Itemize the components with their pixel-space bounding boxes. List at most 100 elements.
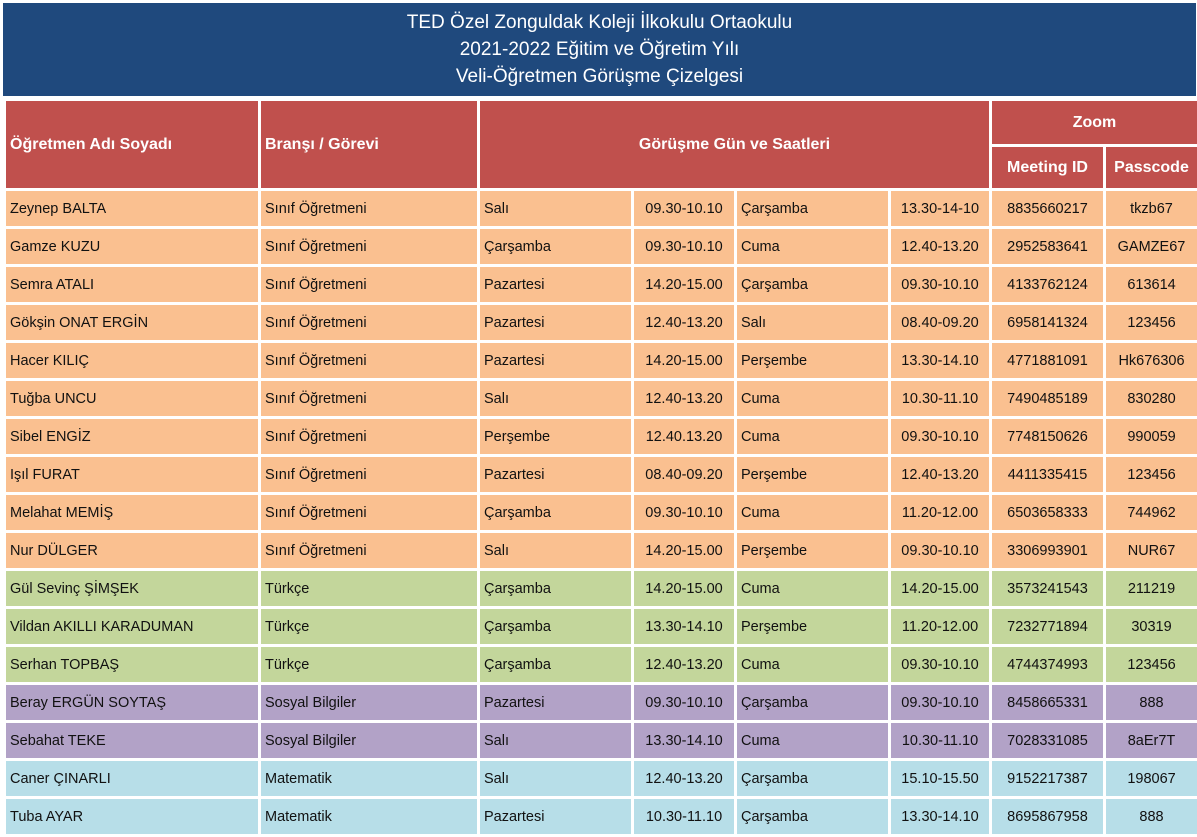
first-time-cell: 14.20-15.00 (633, 570, 736, 608)
second-time-cell: 10.30-11.10 (890, 722, 991, 760)
first-day-cell: Perşembe (479, 418, 633, 456)
first-time-cell: 12.40-13.20 (633, 380, 736, 418)
branch-cell: Sınıf Öğretmeni (260, 456, 479, 494)
teacher-name-cell: Semra ATALI (5, 266, 260, 304)
meeting-id-cell: 9152217387 (991, 760, 1105, 798)
first-time-cell: 09.30-10.10 (633, 494, 736, 532)
second-time-cell: 15.10-15.50 (890, 760, 991, 798)
second-time-cell: 13.30-14.10 (890, 342, 991, 380)
first-day-cell: Salı (479, 380, 633, 418)
first-day-cell: Çarşamba (479, 228, 633, 266)
second-day-cell: Çarşamba (736, 760, 890, 798)
branch-cell: Sınıf Öğretmeni (260, 418, 479, 456)
passcode-cell: 613614 (1105, 266, 1197, 304)
meeting-id-cell: 6503658333 (991, 494, 1105, 532)
branch-cell: Sınıf Öğretmeni (260, 380, 479, 418)
second-day-cell: Cuma (736, 646, 890, 684)
first-day-cell: Salı (479, 722, 633, 760)
teacher-name-cell: Sebahat TEKE (5, 722, 260, 760)
teacher-name-cell: Gamze KUZU (5, 228, 260, 266)
meeting-id-cell: 8835660217 (991, 190, 1105, 228)
header-zoom: Zoom (991, 100, 1197, 146)
second-day-cell: Perşembe (736, 342, 890, 380)
first-time-cell: 12.40-13.20 (633, 304, 736, 342)
passcode-cell: 30319 (1105, 608, 1197, 646)
meeting-id-cell: 7748150626 (991, 418, 1105, 456)
branch-cell: Türkçe (260, 608, 479, 646)
second-time-cell: 09.30-10.10 (890, 418, 991, 456)
first-day-cell: Salı (479, 760, 633, 798)
first-time-cell: 14.20-15.00 (633, 532, 736, 570)
first-day-cell: Pazartesi (479, 342, 633, 380)
branch-cell: Sınıf Öğretmeni (260, 342, 479, 380)
first-time-cell: 09.30-10.10 (633, 190, 736, 228)
first-time-cell: 12.40-13.20 (633, 760, 736, 798)
teacher-name-cell: Nur DÜLGER (5, 532, 260, 570)
second-time-cell: 12.40-13.20 (890, 456, 991, 494)
meeting-id-cell: 7490485189 (991, 380, 1105, 418)
first-time-cell: 14.20-15.00 (633, 266, 736, 304)
teacher-name-cell: Işıl FURAT (5, 456, 260, 494)
branch-cell: Sınıf Öğretmeni (260, 266, 479, 304)
header-branch: Branşı / Görevi (260, 100, 479, 190)
passcode-cell: 8aEr7T (1105, 722, 1197, 760)
second-day-cell: Cuma (736, 228, 890, 266)
branch-cell: Matematik (260, 760, 479, 798)
meeting-id-cell: 4771881091 (991, 342, 1105, 380)
passcode-cell: Hk676306 (1105, 342, 1197, 380)
teacher-name-cell: Caner ÇINARLI (5, 760, 260, 798)
passcode-cell: 123456 (1105, 646, 1197, 684)
first-day-cell: Pazartesi (479, 266, 633, 304)
first-time-cell: 08.40-09.20 (633, 456, 736, 494)
academic-year-title: 2021-2022 Eğitim ve Öğretim Yılı (3, 36, 1196, 63)
header-meeting-schedule: Görüşme Gün ve Saatleri (479, 100, 991, 190)
first-time-cell: 13.30-14.10 (633, 722, 736, 760)
first-day-cell: Pazartesi (479, 304, 633, 342)
second-time-cell: 08.40-09.20 (890, 304, 991, 342)
first-time-cell: 09.30-10.10 (633, 228, 736, 266)
meeting-id-cell: 6958141324 (991, 304, 1105, 342)
branch-cell: Sınıf Öğretmeni (260, 494, 479, 532)
teacher-name-cell: Zeynep BALTA (5, 190, 260, 228)
first-time-cell: 13.30-14.10 (633, 608, 736, 646)
first-time-cell: 12.40-13.20 (633, 646, 736, 684)
second-time-cell: 09.30-10.10 (890, 532, 991, 570)
first-day-cell: Çarşamba (479, 646, 633, 684)
teacher-name-cell: Vildan AKILLI KARADUMAN (5, 608, 260, 646)
second-day-cell: Perşembe (736, 532, 890, 570)
first-day-cell: Çarşamba (479, 608, 633, 646)
second-day-cell: Çarşamba (736, 190, 890, 228)
meeting-id-cell: 3306993901 (991, 532, 1105, 570)
second-day-cell: Cuma (736, 722, 890, 760)
branch-cell: Türkçe (260, 646, 479, 684)
header-meeting-id: Meeting ID (991, 146, 1105, 190)
second-time-cell: 09.30-10.10 (890, 684, 991, 722)
branch-cell: Sosyal Bilgiler (260, 722, 479, 760)
second-time-cell: 13.30-14-10 (890, 190, 991, 228)
branch-cell: Sınıf Öğretmeni (260, 304, 479, 342)
second-day-cell: Perşembe (736, 608, 890, 646)
passcode-cell: 990059 (1105, 418, 1197, 456)
passcode-cell: 830280 (1105, 380, 1197, 418)
header-passcode: Passcode (1105, 146, 1197, 190)
teacher-name-cell: Hacer KILIÇ (5, 342, 260, 380)
passcode-cell: 744962 (1105, 494, 1197, 532)
branch-cell: Türkçe (260, 570, 479, 608)
second-time-cell: 11.20-12.00 (890, 494, 991, 532)
teacher-name-cell: Serhan TOPBAŞ (5, 646, 260, 684)
meeting-schedule-table: Öğretmen Adı Soyadı Branşı / Görevi Görü… (3, 98, 1197, 837)
branch-cell: Sınıf Öğretmeni (260, 228, 479, 266)
first-day-cell: Salı (479, 532, 633, 570)
teacher-name-cell: Beray ERGÜN SOYTAŞ (5, 684, 260, 722)
